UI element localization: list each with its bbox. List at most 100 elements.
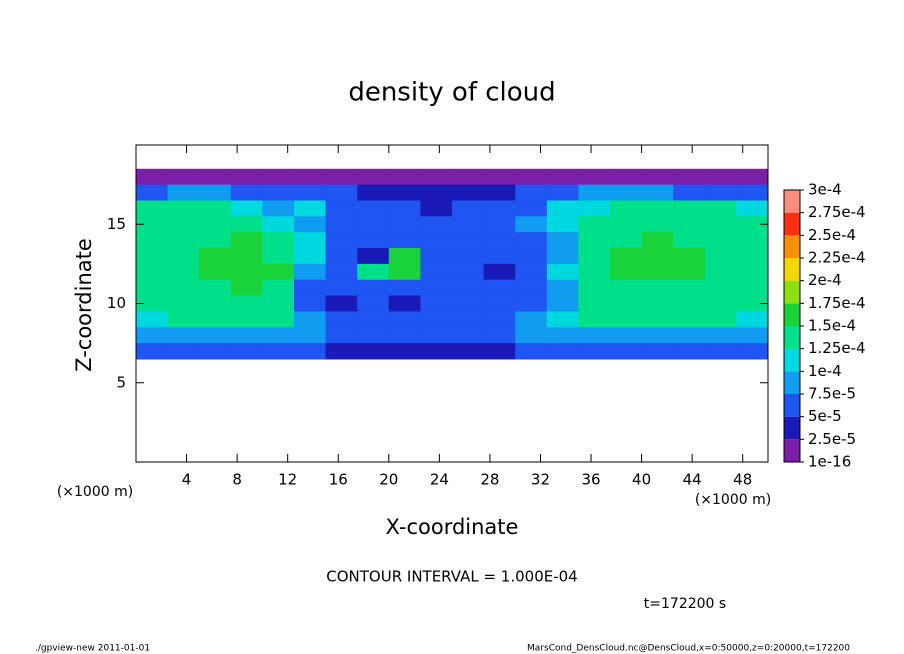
- heat-cell: [294, 232, 327, 249]
- heat-cell: [357, 295, 390, 312]
- heat-cell: [325, 168, 358, 186]
- heat-cell: [420, 263, 453, 281]
- heat-cell: [452, 279, 485, 297]
- heat-cell: [515, 263, 548, 281]
- heat-cell: [641, 200, 674, 217]
- heat-cell: [452, 168, 485, 186]
- heat-cell: [294, 200, 327, 217]
- heat-cell: [610, 311, 643, 328]
- x-tick-label: 8: [232, 471, 242, 489]
- heat-cell: [294, 311, 327, 328]
- x-tick-label: 24: [430, 471, 449, 489]
- colorbar-band: [784, 439, 800, 462]
- heat-cell: [167, 200, 200, 217]
- heat-cell: [325, 232, 358, 249]
- colorbar-label: 7.5e-5: [808, 385, 856, 403]
- heat-cell: [610, 248, 643, 265]
- x-tick-label: 44: [683, 471, 702, 489]
- heat-cell: [420, 327, 453, 344]
- heat-cell: [546, 327, 579, 344]
- heat-cell: [388, 216, 421, 233]
- heat-cell: [357, 184, 390, 201]
- heat-cell: [578, 311, 611, 328]
- x-tick-label: 48: [733, 471, 752, 489]
- heat-cell: [515, 184, 548, 201]
- heat-cell: [136, 184, 169, 201]
- heat-cell: [388, 184, 421, 201]
- heat-cell: [610, 279, 643, 297]
- heat-cell: [230, 232, 263, 249]
- colorbar-band: [784, 416, 800, 440]
- heat-cell: [199, 327, 232, 344]
- x-tick-label: 16: [329, 471, 348, 489]
- heat-cell: [610, 184, 643, 201]
- annotation: CONTOUR INTERVAL = 1.000E-04: [326, 568, 577, 586]
- heat-cell: [483, 311, 516, 328]
- colorbar-band: [784, 326, 800, 349]
- heat-cell: [357, 248, 390, 265]
- y-axis-label: Z-coordinate: [72, 238, 96, 372]
- heat-cell: [230, 184, 263, 201]
- heat-cell: [546, 263, 579, 281]
- heat-cell: [136, 232, 169, 249]
- colorbar-label: 1.5e-4: [808, 317, 856, 335]
- heat-cell: [262, 311, 295, 328]
- heat-cell: [483, 343, 516, 360]
- heat-cell: [357, 279, 390, 297]
- heat-cell: [420, 216, 453, 233]
- heat-cell: [641, 216, 674, 233]
- heat-cell: [388, 263, 421, 281]
- heat-cell: [483, 295, 516, 312]
- heat-cell: [483, 168, 516, 186]
- heat-cell: [420, 232, 453, 249]
- heat-cell: [136, 343, 169, 360]
- heat-cell: [388, 327, 421, 344]
- colorbar-band: [784, 303, 800, 326]
- heat-cell: [294, 168, 327, 186]
- heat-cell: [546, 200, 579, 217]
- heat-cell: [641, 263, 674, 281]
- heat-cell: [262, 248, 295, 265]
- heat-cell: [546, 168, 579, 186]
- heat-cell: [452, 343, 485, 360]
- heat-cell: [325, 248, 358, 265]
- heat-cell: [167, 248, 200, 265]
- heat-cell: [388, 343, 421, 360]
- heat-cell: [420, 279, 453, 297]
- x-tick-label: 28: [480, 471, 499, 489]
- heat-cell: [262, 184, 295, 201]
- heat-cell: [673, 184, 706, 201]
- colorbar-label: 1.25e-4: [808, 339, 866, 357]
- heat-cell: [230, 216, 263, 233]
- heat-cell: [515, 343, 548, 360]
- heat-cell: [546, 248, 579, 265]
- heat-cell: [452, 200, 485, 217]
- heat-cell: [578, 248, 611, 265]
- heat-cell: [641, 168, 674, 186]
- x-tick-label: 20: [379, 471, 398, 489]
- heat-cell: [641, 295, 674, 312]
- heat-cell: [673, 248, 706, 265]
- heat-cell: [136, 279, 169, 297]
- heat-cell: [704, 248, 737, 265]
- heat-cell: [325, 263, 358, 281]
- colorbar-label: 2e-4: [808, 271, 842, 289]
- y-tick-label: 5: [116, 373, 126, 391]
- colorbar-label: 5e-5: [808, 407, 842, 425]
- heat-cell: [325, 184, 358, 201]
- heat-cell: [262, 232, 295, 249]
- heat-cell: [357, 168, 390, 186]
- heat-cell: [673, 295, 706, 312]
- heat-cell: [673, 216, 706, 233]
- heat-cell: [578, 279, 611, 297]
- colorbar-band: [784, 212, 800, 236]
- y-tick-label: 10: [107, 294, 126, 312]
- heat-cell: [610, 343, 643, 360]
- colorbar-label: 2.5e-4: [808, 226, 856, 244]
- heat-cell: [610, 168, 643, 186]
- heat-cell: [230, 327, 263, 344]
- heat-cell: [325, 279, 358, 297]
- heat-cell: [357, 263, 390, 281]
- heat-cell: [641, 184, 674, 201]
- heat-cell: [673, 311, 706, 328]
